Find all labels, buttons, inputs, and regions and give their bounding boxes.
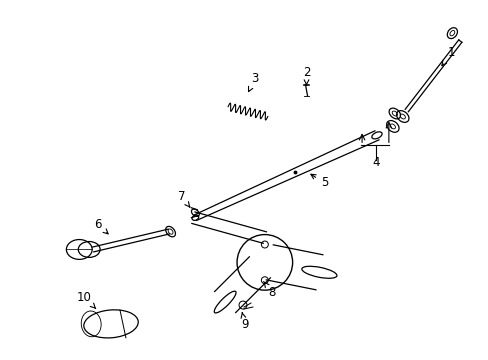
Text: 5: 5 xyxy=(310,174,327,189)
Text: 4: 4 xyxy=(371,156,379,168)
Text: 9: 9 xyxy=(241,313,248,331)
Text: 6: 6 xyxy=(94,218,108,234)
Text: 1: 1 xyxy=(441,46,454,66)
Text: 3: 3 xyxy=(248,72,258,91)
Text: 7: 7 xyxy=(177,190,189,207)
Text: 2: 2 xyxy=(302,66,309,85)
Text: 8: 8 xyxy=(263,282,275,299)
Text: 10: 10 xyxy=(77,291,96,309)
